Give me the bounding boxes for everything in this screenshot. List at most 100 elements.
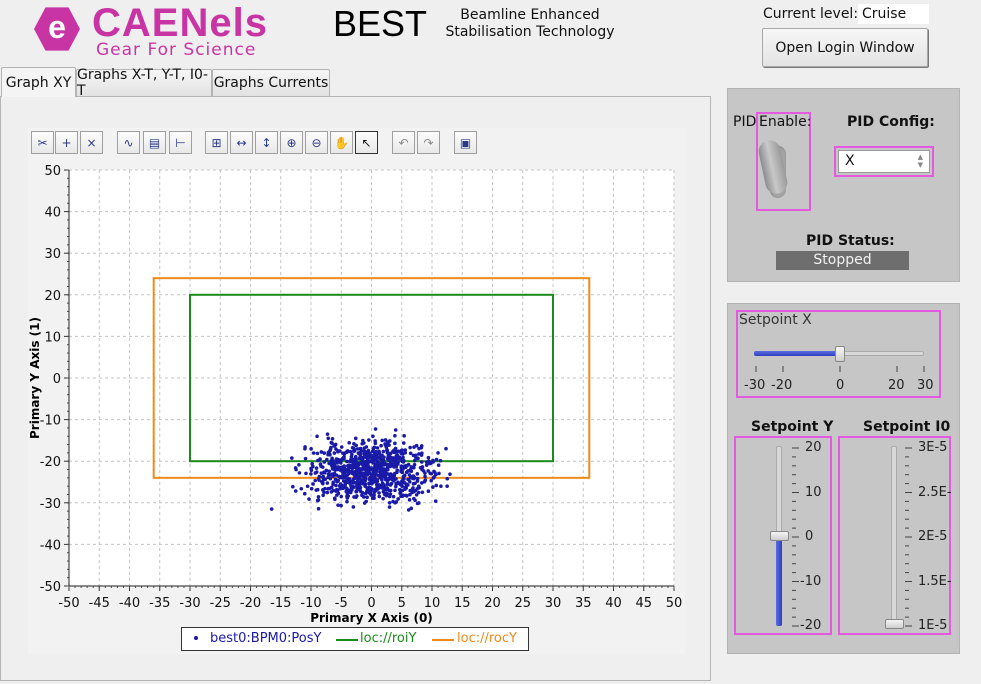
scatter-point xyxy=(409,469,414,474)
curve-fit-icon[interactable]: ∿ xyxy=(117,131,140,154)
scatter-point xyxy=(322,451,327,455)
y-tick-label: -40 xyxy=(40,538,61,553)
scatter-point xyxy=(370,478,375,483)
pid-config-label: PID Config: xyxy=(847,114,935,130)
zoom-in-icon[interactable]: ⊕ xyxy=(280,131,303,154)
setpoint-x-frame xyxy=(736,310,941,398)
pan-hand-icon[interactable]: ✋ xyxy=(330,131,353,154)
pid-enable-toggle[interactable] xyxy=(756,138,800,204)
pid-config-select[interactable]: X ▲ ▼ xyxy=(838,150,930,173)
scissors-icon[interactable]: ✂ xyxy=(31,131,54,154)
setpoint-i0-slider[interactable] xyxy=(885,444,905,630)
scatter-point xyxy=(400,458,405,463)
scatter-point xyxy=(303,446,307,451)
scatter-point xyxy=(402,473,407,478)
setpoint-y-tick: -10 xyxy=(800,574,822,589)
scatter-point xyxy=(309,447,313,451)
scatter-point xyxy=(345,499,349,504)
scatter-point xyxy=(374,488,378,493)
scatter-point xyxy=(387,501,392,505)
x-tick-label: 5 xyxy=(398,596,406,611)
scatter-point xyxy=(382,492,387,497)
x-tick-label: -30 xyxy=(179,596,200,611)
scatter-point xyxy=(375,484,380,489)
scatter-point xyxy=(351,477,356,481)
scatter-point xyxy=(377,494,382,499)
slider-x-handle[interactable] xyxy=(835,346,845,362)
redo-icon[interactable]: ↷ xyxy=(417,131,440,154)
scatter-point xyxy=(332,443,337,448)
scatter-point xyxy=(404,493,408,498)
pointer-icon[interactable]: ↖ xyxy=(355,131,378,154)
scatter-point xyxy=(417,452,421,456)
scatter-point xyxy=(419,460,424,464)
y-tick-label: 30 xyxy=(44,247,61,262)
image-icon[interactable]: ▤ xyxy=(143,131,166,154)
scatter-point xyxy=(369,466,374,470)
scatter-point xyxy=(351,505,356,509)
scatter-point xyxy=(398,481,403,486)
scatter-point xyxy=(406,508,411,512)
zoom-x-icon[interactable]: ↔ xyxy=(230,131,253,154)
zoom-y-icon[interactable]: ↕ xyxy=(255,131,278,154)
scatter-point xyxy=(375,446,380,450)
scatter-point xyxy=(373,439,377,443)
scatter-point xyxy=(318,457,322,461)
undo-icon[interactable]: ↶ xyxy=(392,131,415,154)
scatter-point xyxy=(393,433,397,438)
pid-enable-frame xyxy=(756,112,811,211)
cursor-line-icon[interactable]: ⊢ xyxy=(169,131,192,154)
scatter-point xyxy=(403,448,408,452)
scatter-point xyxy=(432,469,436,474)
slider-i0-groove xyxy=(891,446,897,626)
setpoint-x-slider[interactable] xyxy=(752,346,926,362)
scatter-point xyxy=(381,449,386,454)
setpoint-y-slider[interactable] xyxy=(770,444,790,630)
slider-y-handle[interactable] xyxy=(770,531,789,541)
scatter-point xyxy=(315,451,320,456)
scatter-point xyxy=(342,452,347,456)
scatter-point xyxy=(391,464,396,468)
scatter-point xyxy=(346,494,350,498)
scatter-point xyxy=(378,466,383,471)
scatter-point xyxy=(379,443,383,448)
scatter-point xyxy=(423,474,427,479)
scatter-point xyxy=(352,442,356,446)
snapshot-icon[interactable]: ▣ xyxy=(454,131,477,154)
setpoint-y-label: Setpoint Y xyxy=(751,419,834,435)
tab-graph-xy[interactable]: Graph XY xyxy=(1,67,76,97)
scatter-point xyxy=(334,487,339,492)
scatter-point xyxy=(327,469,332,474)
x-tick-label: 30 xyxy=(545,596,562,611)
tab-graphs-currents[interactable]: Graphs Currents xyxy=(212,69,330,96)
scatter-point xyxy=(429,471,434,476)
slider-x-fill xyxy=(754,351,840,356)
scatter-point xyxy=(408,492,412,497)
scatter-point xyxy=(424,463,429,467)
scatter-point xyxy=(391,494,396,499)
scatter-point xyxy=(388,439,392,443)
scatter-point xyxy=(383,438,388,442)
scatter-point xyxy=(394,500,399,504)
scatter-point xyxy=(366,488,370,493)
scatter-point xyxy=(419,445,424,450)
zoom-out-icon[interactable]: ⊖ xyxy=(305,131,328,154)
spin-arrows-icon[interactable]: ▲ ▼ xyxy=(917,153,923,169)
add-marker-icon[interactable]: + xyxy=(55,131,78,154)
scatter-point xyxy=(367,438,371,442)
scatter-point xyxy=(358,446,363,451)
scatter-point xyxy=(405,463,409,468)
scatter-point xyxy=(363,491,368,496)
scatter-point xyxy=(385,448,389,453)
zoom-box-icon[interactable]: ⊞ xyxy=(205,131,228,154)
open-login-button[interactable]: Open Login Window xyxy=(762,28,928,67)
scatter-point xyxy=(426,489,431,494)
scatter-point xyxy=(381,467,386,471)
scatter-point xyxy=(336,491,341,496)
scatter-point xyxy=(319,450,324,454)
remove-marker-icon[interactable]: × xyxy=(80,131,103,154)
setpoint-i0-tick: 1.5E- xyxy=(918,574,952,589)
tab-graphs-time[interactable]: Graphs X-T, Y-T, I0-T xyxy=(76,67,212,99)
slider-i0-handle[interactable] xyxy=(885,619,904,629)
